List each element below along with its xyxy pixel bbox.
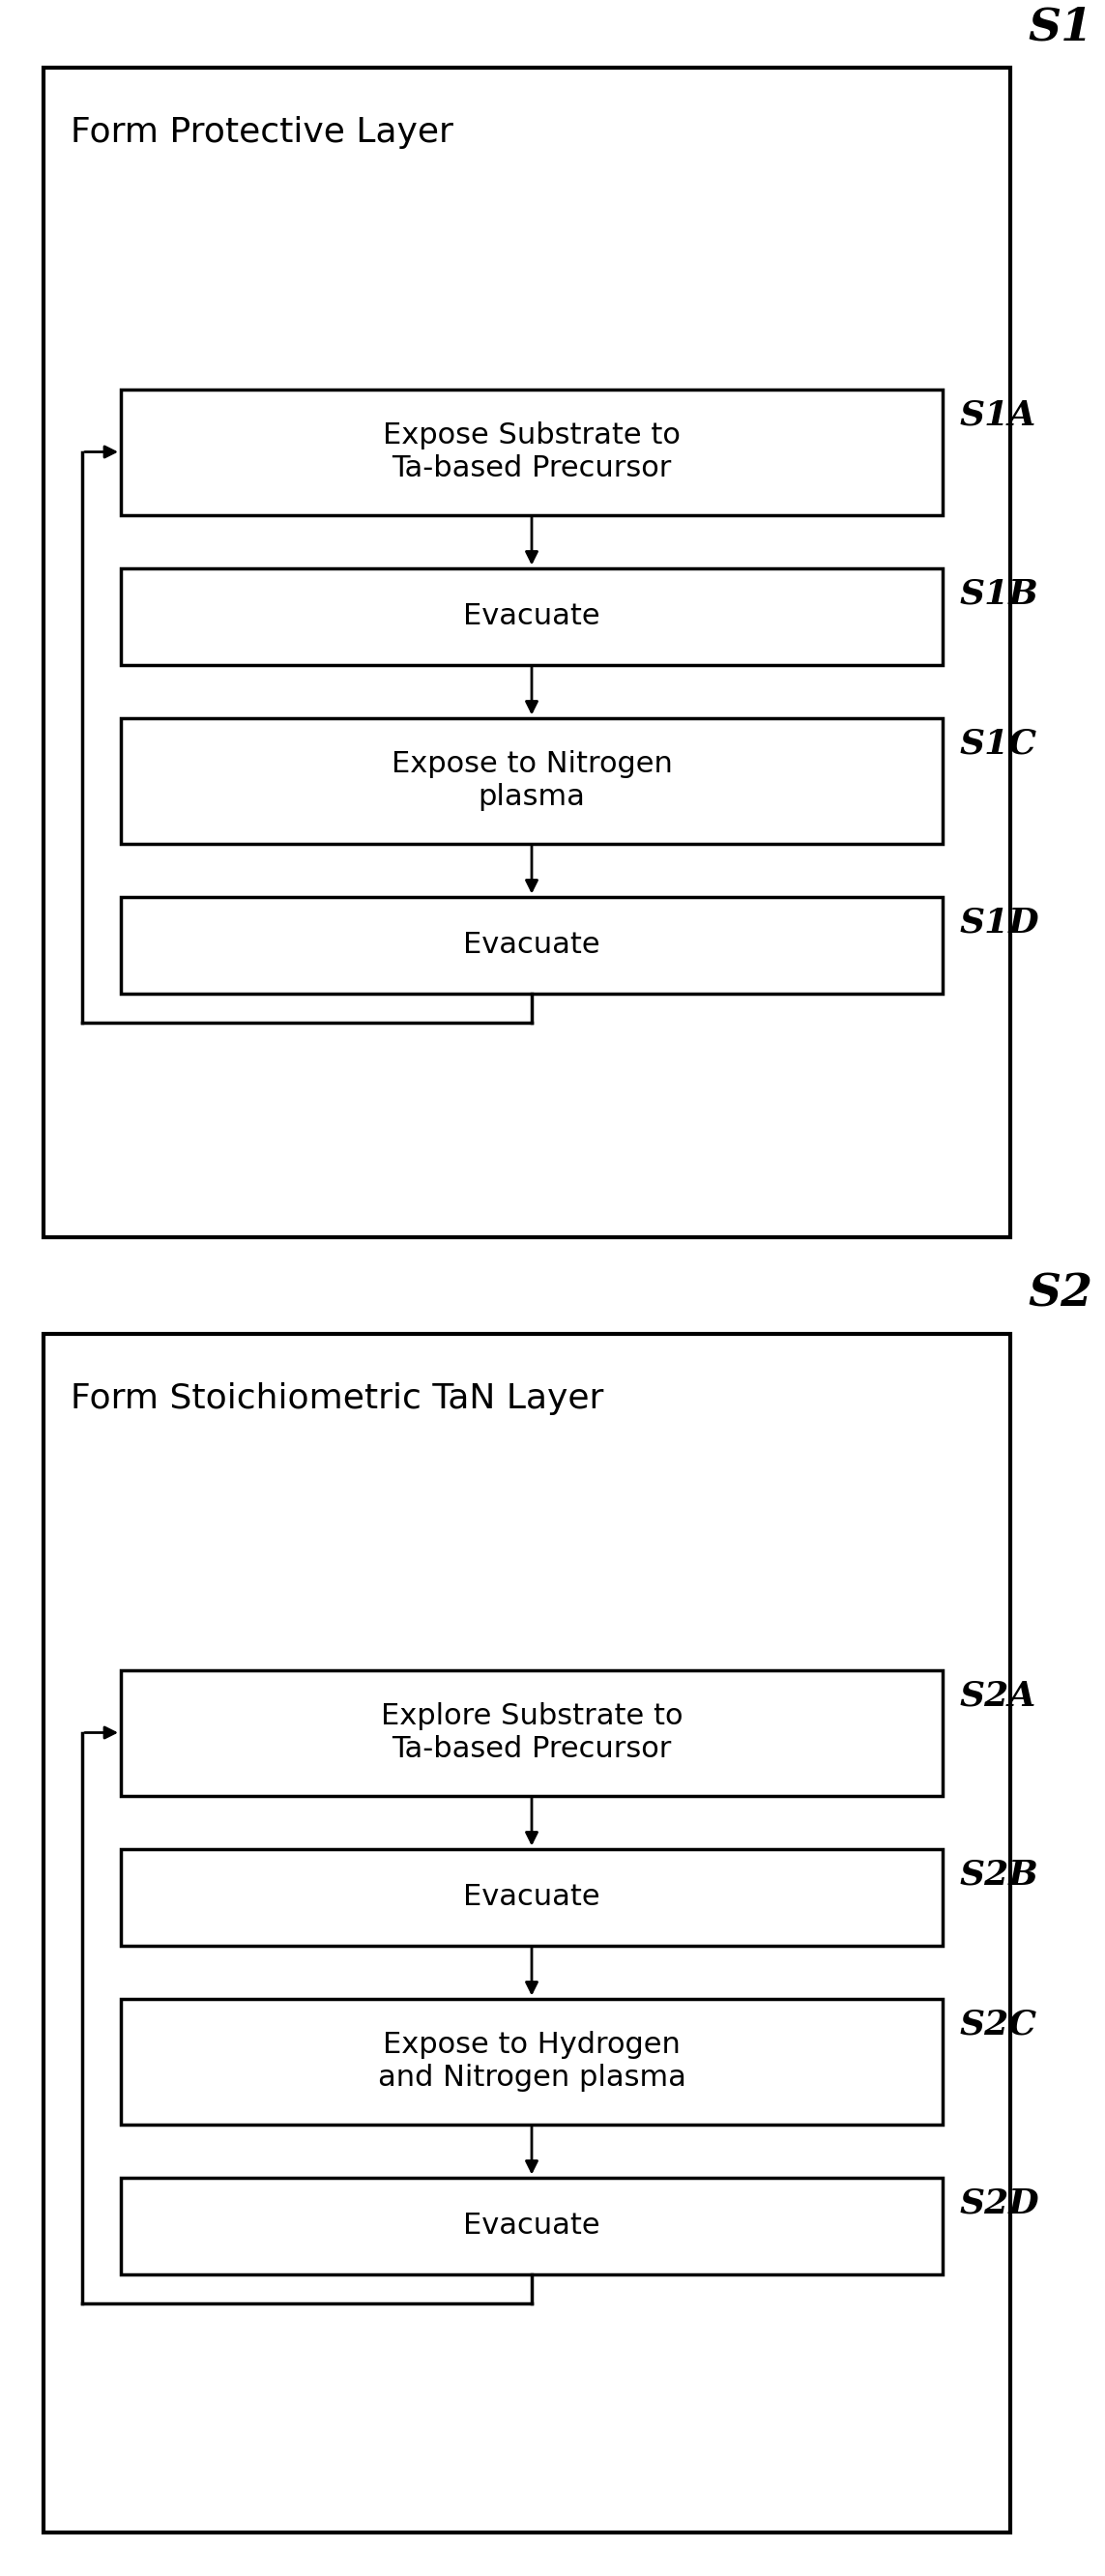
- Text: Expose Substrate to
Ta-based Precursor: Expose Substrate to Ta-based Precursor: [383, 422, 681, 482]
- Text: S1B: S1B: [960, 577, 1039, 611]
- Text: Evacuate: Evacuate: [463, 2213, 600, 2239]
- FancyBboxPatch shape: [120, 567, 943, 665]
- FancyBboxPatch shape: [120, 1669, 943, 1795]
- Text: S2C: S2C: [960, 2009, 1038, 2040]
- Text: S2: S2: [1028, 1273, 1093, 1316]
- Text: Evacuate: Evacuate: [463, 930, 600, 958]
- Text: S2D: S2D: [960, 2187, 1040, 2221]
- FancyBboxPatch shape: [120, 1999, 943, 2125]
- Text: Expose to Hydrogen
and Nitrogen plasma: Expose to Hydrogen and Nitrogen plasma: [378, 2030, 686, 2092]
- Text: Form Protective Layer: Form Protective Layer: [71, 116, 453, 149]
- FancyBboxPatch shape: [43, 67, 1010, 1236]
- FancyBboxPatch shape: [120, 1850, 943, 1945]
- Text: S2B: S2B: [960, 1857, 1039, 1891]
- FancyBboxPatch shape: [120, 896, 943, 994]
- Text: S1D: S1D: [960, 907, 1040, 940]
- FancyBboxPatch shape: [120, 389, 943, 515]
- FancyBboxPatch shape: [43, 1334, 1010, 2532]
- FancyBboxPatch shape: [120, 719, 943, 842]
- Text: Expose to Nitrogen
plasma: Expose to Nitrogen plasma: [391, 750, 672, 811]
- Text: S1: S1: [1028, 5, 1093, 52]
- Text: S1C: S1C: [960, 726, 1038, 760]
- Text: Evacuate: Evacuate: [463, 1883, 600, 1911]
- Text: Evacuate: Evacuate: [463, 603, 600, 631]
- Text: Explore Substrate to
Ta-based Precursor: Explore Substrate to Ta-based Precursor: [380, 1703, 683, 1762]
- Text: S2A: S2A: [960, 1680, 1036, 1713]
- Text: S1A: S1A: [960, 399, 1036, 433]
- Text: Form Stoichiometric TaN Layer: Form Stoichiometric TaN Layer: [71, 1383, 603, 1414]
- FancyBboxPatch shape: [120, 2177, 943, 2275]
